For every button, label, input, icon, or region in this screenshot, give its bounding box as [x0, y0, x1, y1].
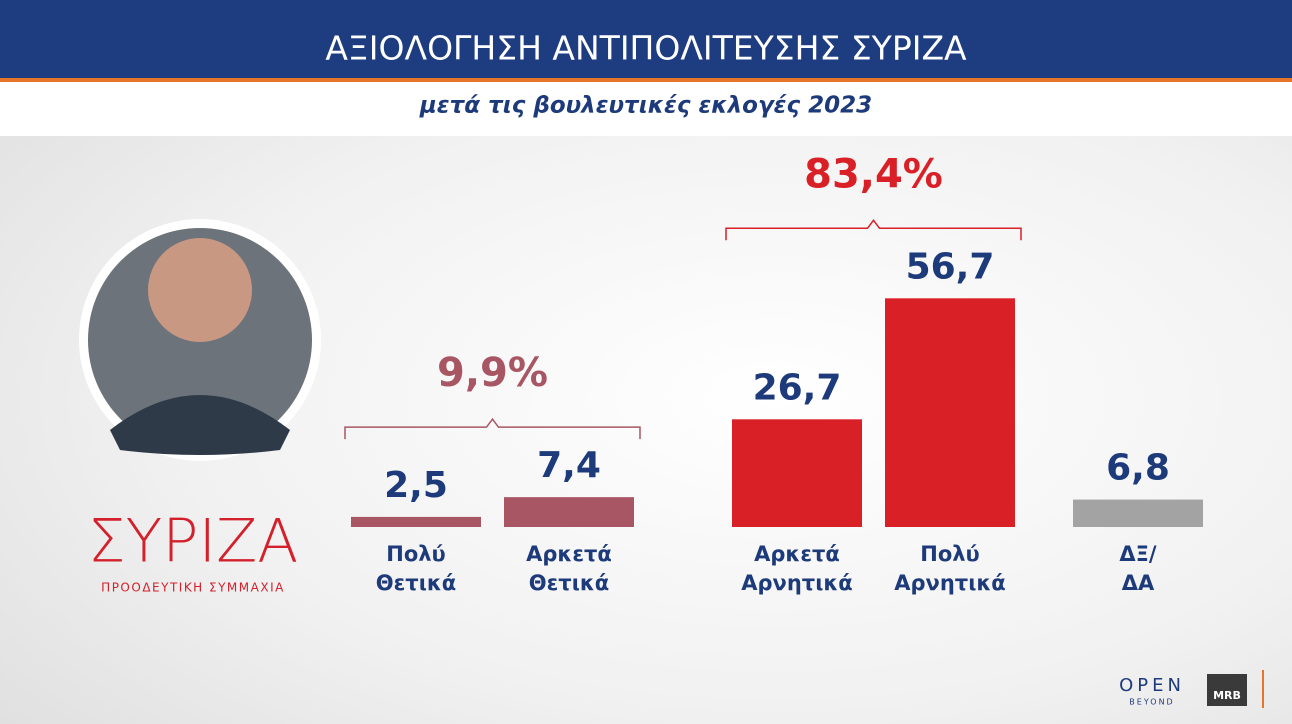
party-tagline: ΠΡΟΟΔΕΥΤΙΚΗ ΣΥΜΜΑΧΙΑ [101, 581, 285, 595]
chart-subtitle: μετά τις βουλευτικές εκλογές 2023 [419, 93, 872, 119]
group-total: 83,4% [804, 151, 943, 197]
header-bar [0, 0, 1292, 78]
pollster-logo: MRB [1213, 689, 1241, 702]
bar [885, 298, 1015, 527]
photo-face [148, 238, 252, 342]
value-label: 2,5 [384, 465, 448, 506]
bracket [725, 219, 1022, 241]
bar [504, 497, 634, 527]
channel-tagline: BEYOND [1129, 698, 1174, 707]
category-label: ΔΞ/ΔΑ [1119, 542, 1157, 595]
bar [1073, 499, 1203, 527]
channel-logo: OPEN [1119, 675, 1185, 696]
value-label: 7,4 [537, 445, 601, 486]
pollster-box [1207, 674, 1247, 706]
category-label: Αρκετά Θετικά [526, 542, 612, 595]
bar [351, 516, 481, 527]
bracket [344, 417, 641, 440]
header-accent [0, 78, 1292, 82]
photo-suit [110, 395, 290, 455]
party-logo: ΣΥΡΙΖΑ [88, 507, 299, 577]
subtitle-band [0, 82, 1292, 136]
value-label: 56,7 [906, 246, 995, 287]
chart-title: ΑΞΙΟΛΟΓΗΣΗ ΑΝΤΙΠΟΛΙΤΕΥΣΗΣ ΣΥΡΙΖΑ [325, 29, 967, 68]
value-label: 26,7 [753, 367, 842, 408]
group-total: 9,9% [437, 350, 548, 396]
value-label: 6,8 [1106, 448, 1170, 489]
bar [732, 419, 862, 527]
category-label: Πολύ Θετικά [375, 542, 457, 595]
category-label: Αρκετά Αρνητικά [741, 542, 853, 595]
category-label: Πολύ Αρνητικά [894, 542, 1006, 595]
